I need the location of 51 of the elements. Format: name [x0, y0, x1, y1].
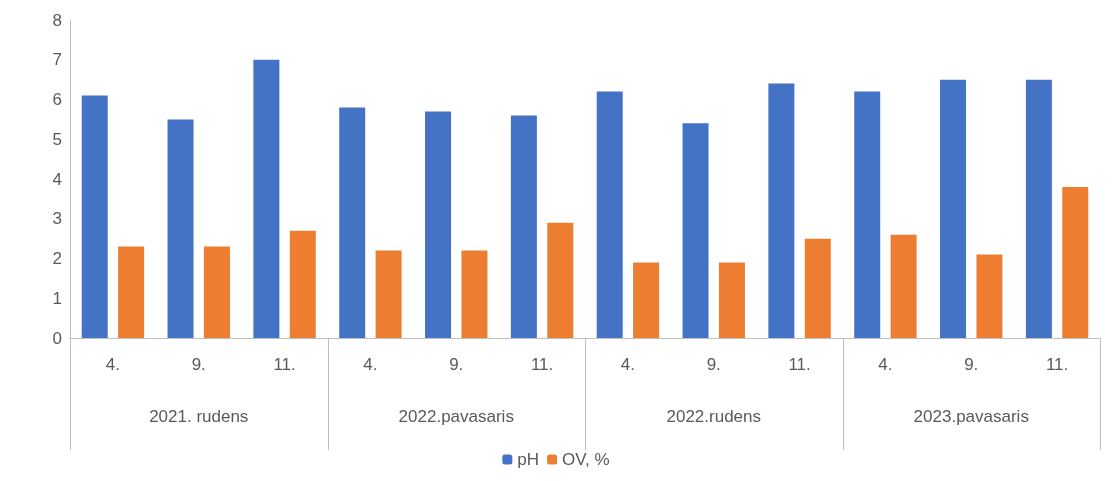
legend-label: OV, % [562, 450, 610, 469]
x-tick-label: 4. [878, 355, 893, 374]
bar [510, 115, 537, 338]
y-tick-label: 3 [52, 209, 62, 229]
bar [81, 95, 108, 338]
bar [289, 230, 316, 338]
x-tick-label: 9. [706, 355, 721, 374]
bar [118, 246, 145, 338]
y-tick-label: 8 [52, 10, 62, 30]
x-tick-label: 4. [620, 355, 636, 374]
bar [940, 79, 967, 338]
y-tick-label: 1 [52, 288, 62, 308]
x-tick-label: 9. [191, 355, 206, 374]
x-tick-label: 4. [363, 355, 378, 374]
bar [547, 222, 574, 338]
text: 2021. rudens [149, 407, 249, 426]
bar [854, 91, 881, 338]
y-tick-label: 0 [52, 328, 62, 348]
bar [1025, 79, 1052, 338]
bar [375, 250, 402, 338]
bar [804, 238, 831, 338]
bar [1062, 186, 1089, 338]
y-tick-label: 4 [52, 169, 62, 189]
legend-label: pH [517, 450, 540, 469]
bar [768, 83, 795, 338]
y-tick-label: 7 [52, 50, 62, 70]
x-tick-label: 11. [1045, 355, 1069, 374]
bar [253, 59, 280, 338]
bar [425, 111, 452, 338]
y-tick-label: 5 [52, 129, 62, 149]
y-tick-label: 6 [52, 90, 62, 109]
bar [339, 107, 366, 338]
text: 2022.pavasaris [398, 407, 514, 426]
x-tick-label: 11. [788, 355, 811, 374]
text: 2023.pavasaris [913, 407, 1029, 426]
x-tick-label: 11. [273, 355, 296, 374]
bar [890, 234, 917, 338]
x-tick-label: 4. [105, 355, 121, 374]
x-tick-label: 9. [449, 355, 464, 374]
bar [167, 119, 194, 338]
bar [682, 123, 709, 338]
bar [203, 246, 230, 338]
x-tick-label: 9. [964, 355, 979, 374]
bar [976, 254, 1003, 338]
x-tick-label: 11. [530, 355, 554, 374]
bar [461, 250, 488, 338]
bar [718, 262, 745, 338]
y-tick-label: 2 [52, 249, 62, 268]
bar [596, 91, 623, 338]
text: 2022.rudens [666, 407, 762, 426]
bar [633, 262, 660, 338]
